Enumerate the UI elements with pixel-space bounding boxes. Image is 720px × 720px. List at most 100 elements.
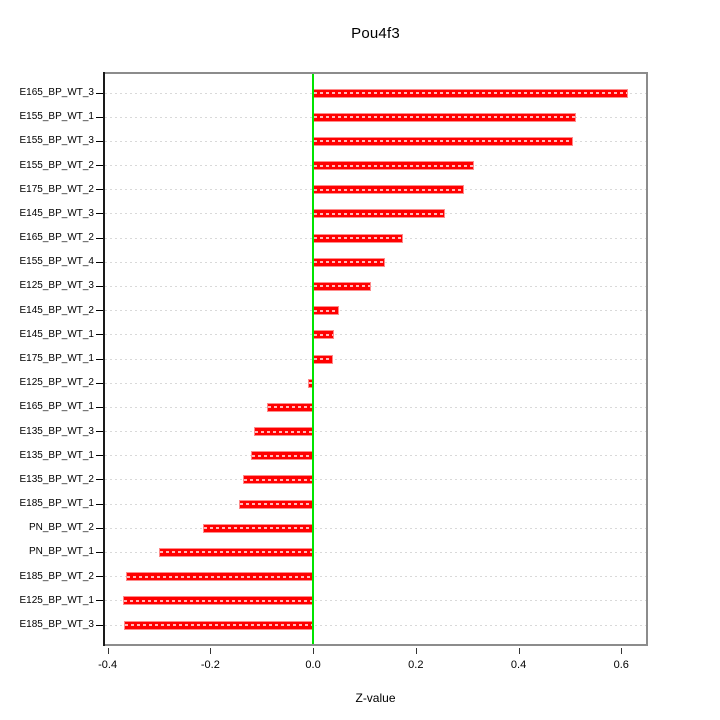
y-axis-label: E185_BP_WT_2 [19, 570, 95, 582]
bar-inner-dash [159, 551, 313, 554]
y-axis-tick [96, 165, 103, 167]
y-axis-label: PN_BP_WT_2 [28, 522, 94, 534]
gridline [105, 600, 646, 602]
bar-inner-dash [314, 212, 444, 215]
gridline [105, 334, 646, 336]
gridline [105, 285, 646, 287]
y-axis-tick [96, 140, 103, 142]
y-axis-label: E155_BP_WT_4 [19, 256, 95, 268]
y-axis-tick [96, 431, 103, 433]
bar [238, 499, 314, 509]
bar-inner-dash [314, 188, 463, 191]
bar-inner-dash [314, 164, 473, 167]
y-axis-label: E145_BP_WT_1 [19, 328, 95, 340]
bar [242, 475, 314, 485]
bar-inner-dash [204, 527, 313, 530]
gridline [105, 624, 646, 626]
y-axis-tick [96, 334, 103, 336]
y-axis-tick [96, 261, 103, 263]
plot-frame-bottom [103, 644, 648, 646]
bar-inner-dash [239, 503, 313, 506]
y-axis-tick [96, 406, 103, 408]
x-tick-label: 0.0 [305, 659, 321, 671]
bar [266, 402, 314, 412]
bar [313, 185, 464, 195]
y-axis-tick [96, 358, 103, 360]
gridline [105, 479, 646, 481]
y-axis-tick [96, 455, 103, 457]
zero-line [312, 72, 315, 644]
gridline [105, 503, 646, 505]
bar-inner-dash [255, 430, 313, 433]
y-axis-label: E135_BP_WT_2 [19, 473, 95, 485]
y-axis-tick [96, 479, 103, 481]
y-axis-line [103, 72, 105, 646]
bar-inner-dash [314, 285, 370, 288]
bar-inner-dash [309, 382, 313, 385]
y-axis-tick [96, 600, 103, 602]
y-axis-tick [96, 503, 103, 505]
bar [313, 281, 371, 291]
x-tick-label: 0.6 [613, 659, 629, 671]
gridline [105, 310, 646, 312]
y-axis-tick [96, 237, 103, 239]
y-axis-tick [96, 624, 103, 626]
bar-inner-dash [314, 358, 332, 360]
y-axis-label: E155_BP_WT_1 [19, 111, 95, 123]
bar-inner-dash [314, 92, 627, 94]
y-axis-label: E175_BP_WT_2 [19, 183, 95, 195]
x-tick-label: -0.2 [200, 659, 220, 671]
bar [313, 112, 576, 122]
gridline [105, 382, 646, 384]
y-axis-label: E185_BP_WT_3 [19, 619, 95, 630]
plot-area [103, 72, 648, 646]
y-axis-tick [96, 551, 103, 553]
x-axis-tick [415, 648, 417, 654]
gridline [105, 358, 646, 360]
x-axis-tick [107, 648, 109, 654]
y-axis-tick [96, 189, 103, 191]
x-axis-tick [313, 648, 315, 654]
bar [122, 596, 314, 606]
gridline [105, 576, 646, 578]
y-axis-label: E155_BP_WT_2 [19, 159, 95, 171]
bar-inner-dash [314, 261, 384, 264]
plot-frame-top [103, 72, 648, 74]
x-axis-tick [210, 648, 212, 654]
y-axis-label: E125_BP_WT_3 [19, 280, 95, 292]
x-tick-label: 0.4 [510, 659, 527, 671]
y-axis-label: E145_BP_WT_2 [19, 304, 95, 316]
bar-inner-dash [251, 454, 313, 457]
y-axis-label: E145_BP_WT_3 [19, 207, 95, 219]
y-axis-label: E165_BP_WT_1 [19, 401, 95, 413]
bar-inner-dash [314, 116, 575, 119]
y-axis-label: E125_BP_WT_1 [19, 594, 95, 606]
gridline [105, 455, 646, 457]
chart-title: Pou4f3 [351, 25, 400, 42]
y-axis-tick [96, 116, 103, 118]
gridline [105, 406, 646, 408]
bar-inner-dash [314, 309, 339, 312]
bar [313, 136, 573, 146]
y-axis-tick [96, 382, 103, 384]
bar [313, 257, 385, 267]
y-axis-tick [96, 310, 103, 312]
x-axis-tick [518, 648, 520, 654]
bar [313, 233, 404, 243]
y-axis-label: E135_BP_WT_3 [19, 425, 95, 437]
bar [313, 330, 335, 340]
bar [313, 88, 628, 98]
y-axis-label: PN_BP_WT_1 [28, 546, 94, 558]
bar [313, 306, 340, 316]
gridline [105, 431, 646, 433]
bar [158, 547, 314, 557]
y-axis-label: E175_BP_WT_1 [19, 353, 95, 364]
bar-inner-dash [314, 237, 403, 240]
y-axis-label: E165_BP_WT_3 [19, 87, 95, 98]
x-axis-label: Z-value [355, 691, 396, 705]
bar-inner-dash [314, 140, 572, 143]
bar [313, 354, 333, 364]
bar-inner-dash [123, 599, 313, 602]
bar [126, 572, 314, 582]
